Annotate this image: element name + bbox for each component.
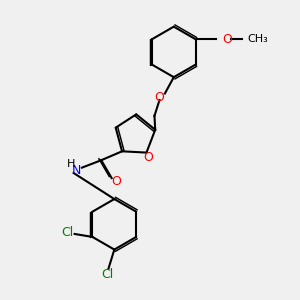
Text: O: O (111, 175, 121, 188)
Text: N: N (72, 164, 81, 176)
Text: CH₃: CH₃ (248, 34, 268, 44)
Text: O: O (222, 33, 232, 46)
Text: H: H (67, 159, 76, 169)
Text: Cl: Cl (61, 226, 73, 239)
Text: Cl: Cl (101, 268, 113, 281)
Text: O: O (143, 151, 153, 164)
Text: O: O (154, 91, 164, 103)
